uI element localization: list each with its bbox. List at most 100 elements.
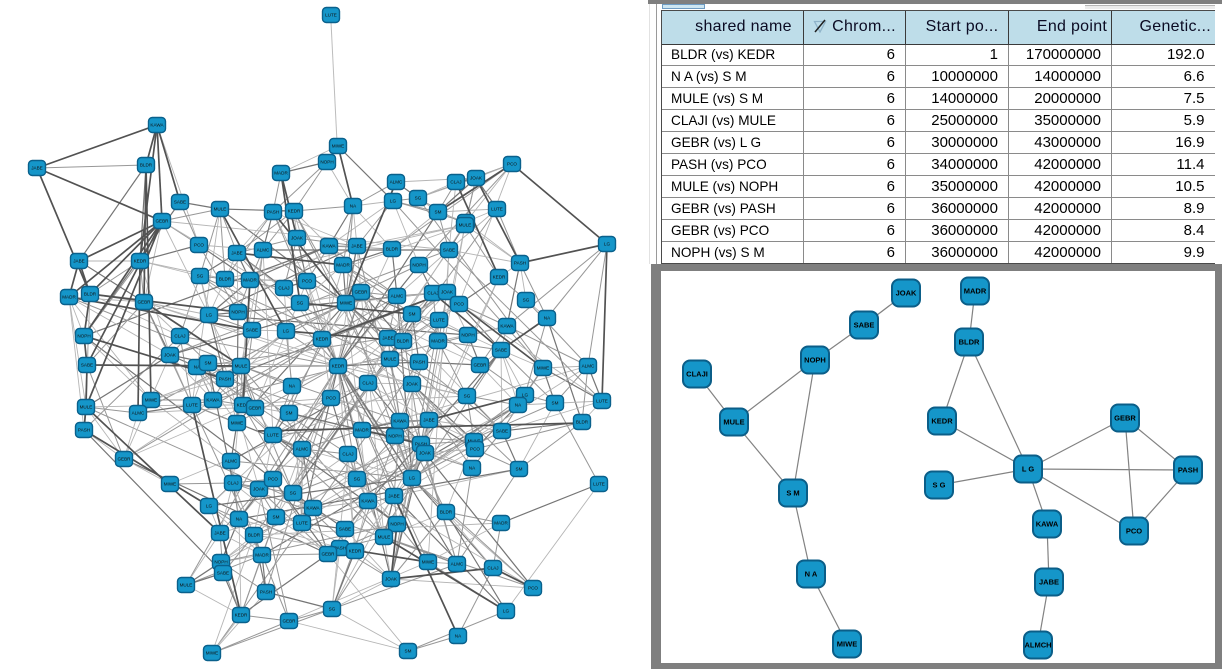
svg-text:MADR: MADR [255, 553, 269, 558]
svg-text:JABE: JABE [388, 494, 400, 499]
svg-text:MADR: MADR [355, 428, 369, 433]
svg-text:GEBR: GEBR [248, 406, 262, 411]
svg-text:MULE: MULE [459, 223, 472, 228]
svg-text:GEBR: GEBR [282, 619, 296, 624]
svg-text:SG: SG [197, 274, 204, 279]
svg-text:JOAK: JOAK [385, 577, 398, 582]
svg-text:LG: LG [503, 609, 510, 614]
svg-text:PCO: PCO [302, 279, 312, 284]
svg-text:SG: SG [464, 394, 471, 399]
svg-text:KAWA: KAWA [150, 123, 164, 128]
svg-text:SM: SM [409, 312, 416, 317]
svg-text:S G: S G [933, 481, 946, 490]
svg-text:LUTE: LUTE [325, 13, 337, 18]
svg-text:LG: LG [283, 329, 290, 334]
svg-text:BLDR: BLDR [248, 533, 261, 538]
svg-text:KAWA: KAWA [500, 324, 514, 329]
svg-text:NOPH: NOPH [214, 560, 227, 565]
svg-text:BLDR: BLDR [219, 277, 232, 282]
svg-text:NA: NA [469, 466, 476, 471]
svg-text:CLAJ: CLAJ [427, 291, 438, 296]
svg-text:MIWE: MIWE [164, 482, 177, 487]
svg-text:MIWE: MIWE [332, 144, 345, 149]
svg-text:LUTE: LUTE [596, 399, 608, 404]
svg-text:KAWA: KAWA [361, 499, 375, 504]
svg-text:MIWE: MIWE [422, 560, 435, 565]
svg-text:MADR: MADR [62, 295, 76, 300]
svg-text:ALMC: ALMC [132, 411, 145, 416]
svg-text:KEDR: KEDR [349, 549, 362, 554]
svg-text:LUTE: LUTE [491, 207, 503, 212]
svg-text:SABE: SABE [854, 321, 875, 330]
svg-text:CLAJ: CLAJ [487, 566, 498, 571]
svg-text:KEDR: KEDR [332, 364, 345, 369]
svg-text:PCO: PCO [470, 447, 480, 452]
svg-text:MADR: MADR [336, 263, 350, 268]
svg-text:SABE: SABE [246, 328, 258, 333]
svg-text:ALMC: ALMC [582, 364, 595, 369]
svg-text:BLDR: BLDR [576, 420, 589, 425]
svg-text:JABE: JABE [382, 336, 394, 341]
svg-text:ALMC: ALMC [296, 447, 309, 452]
svg-text:LUTE: LUTE [186, 403, 198, 408]
svg-text:PASH: PASH [219, 377, 231, 382]
svg-text:LG: LG [409, 476, 416, 481]
svg-text:LG: LG [604, 242, 611, 247]
svg-text:GEBR: GEBR [155, 219, 169, 224]
svg-text:JABE: JABE [214, 531, 226, 536]
svg-text:GEBR: GEBR [117, 457, 131, 462]
svg-text:SABE: SABE [217, 571, 229, 576]
svg-text:JABE: JABE [31, 166, 43, 171]
svg-text:S M: S M [786, 489, 799, 498]
svg-text:PASH: PASH [78, 428, 90, 433]
svg-text:JOAK: JOAK [470, 176, 483, 181]
svg-text:JABE: JABE [73, 259, 85, 264]
svg-text:SG: SG [415, 196, 422, 201]
svg-text:SM: SM [273, 515, 280, 520]
svg-text:PCO: PCO [268, 477, 278, 482]
svg-text:MULE: MULE [384, 357, 397, 362]
svg-text:SABE: SABE [174, 200, 186, 205]
svg-text:PCO: PCO [507, 162, 517, 167]
svg-text:KAWA: KAWA [206, 398, 220, 403]
svg-text:BLDR: BLDR [959, 338, 980, 347]
svg-text:GEBR: GEBR [473, 363, 487, 368]
svg-text:GEBR: GEBR [354, 290, 368, 295]
svg-text:JOAK: JOAK [441, 290, 454, 295]
svg-text:JOAK: JOAK [896, 289, 917, 298]
svg-text:NOPH: NOPH [320, 160, 333, 165]
svg-text:JOAK: JOAK [164, 353, 177, 358]
svg-text:KEDR: KEDR [288, 209, 301, 214]
svg-text:NA: NA [236, 517, 243, 522]
svg-text:MIWE: MIWE [145, 398, 158, 403]
svg-text:NA: NA [289, 384, 296, 389]
svg-text:MULE: MULE [235, 364, 248, 369]
svg-text:NA: NA [515, 403, 522, 408]
svg-text:SM: SM [286, 411, 293, 416]
svg-text:BLDR: BLDR [440, 510, 453, 515]
svg-text:PCO: PCO [194, 243, 204, 248]
svg-text:JOAK: JOAK [291, 236, 304, 241]
svg-text:KAWA: KAWA [393, 419, 407, 424]
svg-text:NOPH: NOPH [804, 356, 826, 365]
svg-text:JOAK: JOAK [419, 451, 432, 456]
svg-text:MADR: MADR [964, 287, 987, 296]
svg-text:JABE: JABE [1039, 578, 1059, 587]
svg-text:PASH: PASH [334, 546, 346, 551]
svg-text:ALMC: ALMC [451, 562, 464, 567]
svg-text:LUTE: LUTE [593, 482, 605, 487]
svg-text:PASH: PASH [1178, 466, 1198, 475]
svg-text:CLAJ: CLAJ [342, 452, 353, 457]
svg-text:KAWA: KAWA [1036, 520, 1059, 529]
svg-text:NOPH: NOPH [77, 334, 90, 339]
svg-text:MIWE: MIWE [231, 421, 244, 426]
svg-text:KAWA: KAWA [322, 244, 336, 249]
svg-text:SG: SG [329, 607, 336, 612]
svg-text:LG: LG [206, 504, 213, 509]
svg-text:PASH: PASH [514, 261, 526, 266]
svg-text:CLAJI: CLAJI [686, 370, 708, 379]
svg-text:KAWA: KAWA [306, 506, 320, 511]
svg-text:PASH: PASH [413, 360, 425, 365]
svg-text:LG: LG [522, 393, 529, 398]
svg-text:MADR: MADR [431, 339, 445, 344]
